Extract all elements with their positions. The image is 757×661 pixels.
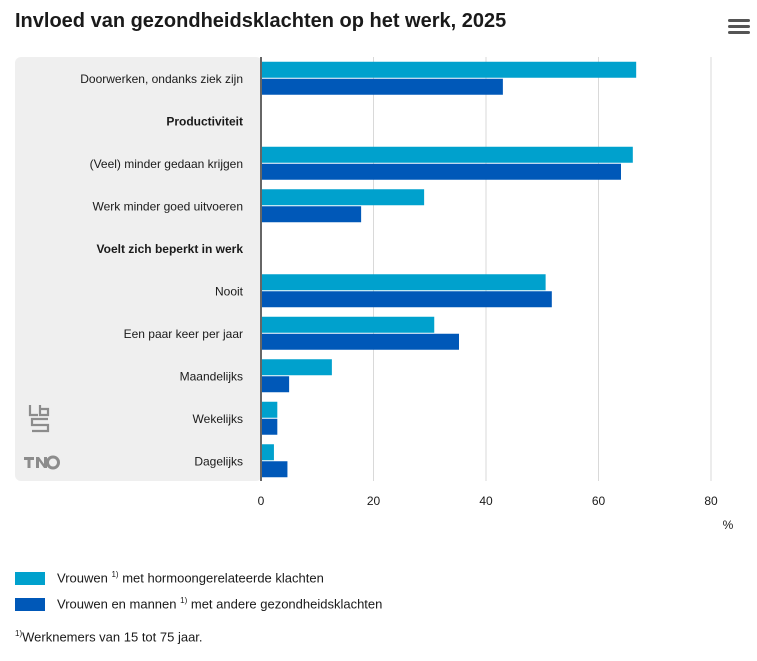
bar-series-2: [261, 206, 362, 223]
legend-item-series-1[interactable]: Vrouwen 1) met hormoongerelateerde klach…: [15, 567, 382, 589]
cbs-logo-icon: [28, 405, 50, 433]
category-label: Werk minder goed uitvoeren: [92, 199, 243, 213]
category-label: Een paar keer per jaar: [124, 327, 243, 341]
bar-series-1: [261, 61, 637, 78]
grid-lines: [373, 57, 712, 481]
x-tick-label: 80: [704, 494, 718, 508]
bars: [261, 61, 637, 478]
bar-series-2: [261, 376, 290, 393]
legend-swatch: [15, 571, 45, 585]
category-label: Nooit: [215, 284, 244, 298]
bar-series-1: [261, 316, 435, 333]
bar-series-2: [261, 418, 278, 435]
category-panel: [15, 57, 262, 481]
bar-series-1: [261, 401, 278, 418]
bar-series-1: [261, 274, 546, 291]
x-tick-label: 20: [367, 494, 381, 508]
legend-item-series-2[interactable]: Vrouwen en mannen 1) met andere gezondhe…: [15, 593, 382, 615]
category-label: Dagelijks: [194, 454, 243, 468]
category-labels: Doorwerken, ondanks ziek zijn Productivit…: [80, 72, 243, 469]
bar-series-2: [261, 333, 459, 350]
legend-swatch: [15, 597, 45, 611]
x-axis-ticks: 0 20 40 60 80: [258, 494, 718, 508]
category-header: Productiviteit: [166, 114, 243, 128]
category-label: Wekelijks: [193, 412, 243, 426]
tno-logo-icon: [24, 455, 60, 470]
x-tick-label: 60: [592, 494, 606, 508]
chart-title: Invloed van gezondheidsklachten op het w…: [15, 10, 507, 32]
category-label: Doorwerken, ondanks ziek zijn: [80, 72, 243, 86]
bar-chart: Doorwerken, ondanks ziek zijn Productivit…: [15, 57, 734, 532]
bar-series-2: [261, 461, 288, 478]
bar-series-2: [261, 291, 552, 308]
category-label: (Veel) minder gedaan krijgen: [90, 157, 243, 171]
category-label: Maandelijks: [180, 369, 243, 383]
legend: Vrouwen 1) met hormoongerelateerde klach…: [15, 567, 382, 619]
bar-series-2: [261, 78, 503, 95]
bar-series-1: [261, 359, 332, 376]
bar-series-2: [261, 163, 621, 180]
x-tick-label: 40: [479, 494, 493, 508]
bar-series-1: [261, 146, 633, 163]
legend-label: Vrouwen en mannen 1) met andere gezondhe…: [57, 596, 383, 612]
bar-series-1: [261, 444, 274, 461]
x-tick-label: 0: [258, 494, 265, 508]
x-axis-unit: %: [723, 518, 734, 532]
legend-label: Vrouwen 1) met hormoongerelateerde klach…: [57, 570, 324, 586]
bar-series-1: [261, 189, 425, 206]
footnote: 1)Werknemers van 15 tot 75 jaar.: [15, 629, 203, 645]
category-header: Voelt zich beperkt in werk: [97, 242, 244, 256]
hamburger-menu-icon[interactable]: [728, 19, 750, 37]
